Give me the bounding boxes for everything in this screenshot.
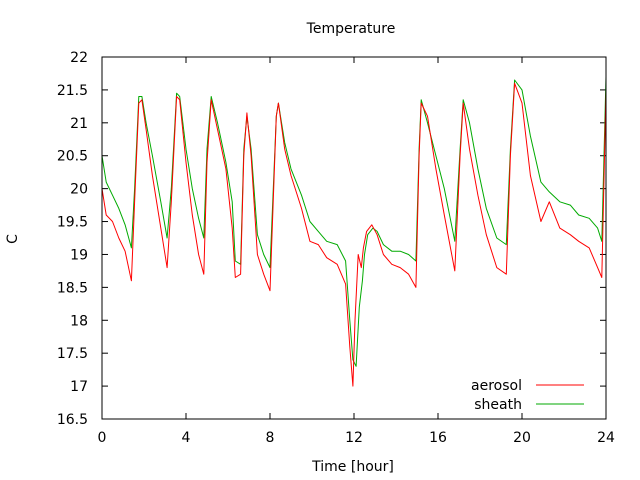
y-tick-label: 17 bbox=[70, 379, 88, 395]
x-tick-label: 16 bbox=[429, 430, 447, 446]
legend: aerosol sheath bbox=[471, 378, 584, 413]
y-tick-label: 21 bbox=[70, 116, 88, 132]
legend-label-sheath: sheath bbox=[474, 397, 522, 413]
x-tick-label: 0 bbox=[98, 430, 107, 446]
x-tick-label: 8 bbox=[266, 430, 275, 446]
plot-frame bbox=[101, 56, 607, 420]
y-tick-label: 18.5 bbox=[57, 280, 88, 296]
x-tick-label: 20 bbox=[513, 430, 531, 446]
y-tick-label: 20 bbox=[70, 182, 88, 198]
x-tick-label: 12 bbox=[345, 430, 363, 446]
series-lines bbox=[101, 76, 607, 387]
series-line-aerosol bbox=[101, 82, 607, 387]
x-axis-ticks: 0 4 8 12 16 20 24 bbox=[98, 57, 615, 446]
y-tick-label: 17.5 bbox=[57, 346, 88, 362]
series-line-sheath bbox=[101, 76, 607, 367]
chart-title: Temperature bbox=[306, 21, 396, 37]
y-tick-label: 21.5 bbox=[57, 83, 88, 99]
y-tick-label: 22 bbox=[70, 50, 88, 66]
legend-label-aerosol: aerosol bbox=[471, 378, 522, 394]
y-axis-label: C bbox=[5, 234, 21, 244]
y-tick-label: 18 bbox=[70, 313, 88, 329]
y-tick-label: 20.5 bbox=[57, 149, 88, 165]
x-axis-label: Time [hour] bbox=[311, 459, 394, 475]
x-tick-label: 24 bbox=[597, 430, 615, 446]
x-tick-label: 4 bbox=[182, 430, 191, 446]
y-tick-label: 19.5 bbox=[57, 215, 88, 231]
y-axis-ticks: 16.5 17 17.5 18 18.5 19 19.5 20 20.5 21 21.5 22 bbox=[57, 50, 606, 428]
y-tick-label: 16.5 bbox=[57, 412, 88, 428]
y-tick-label: 19 bbox=[70, 247, 88, 263]
